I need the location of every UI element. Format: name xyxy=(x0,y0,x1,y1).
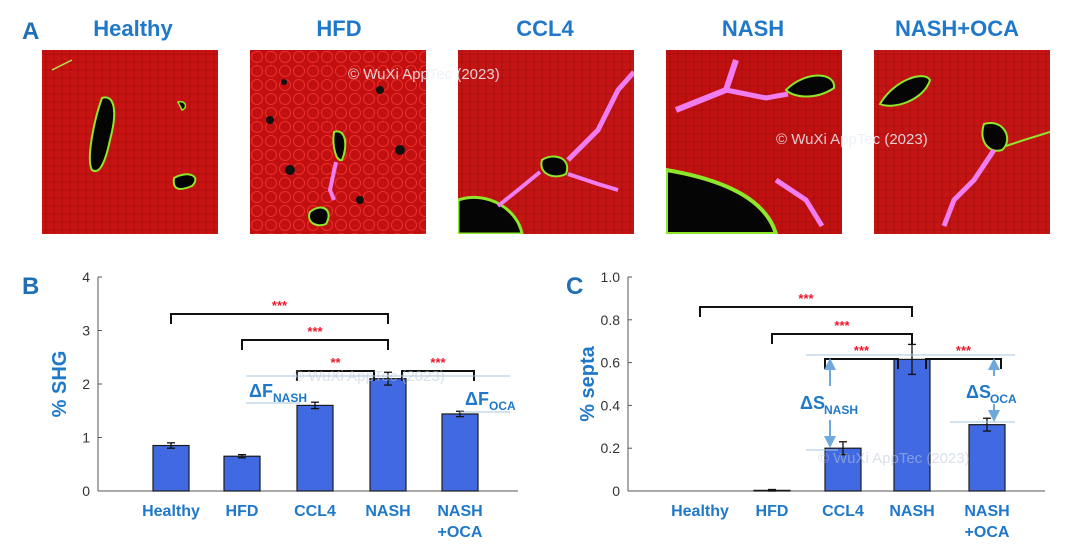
significance-label: ** xyxy=(330,355,341,370)
x-tick-label: NASH xyxy=(889,503,934,520)
significance-bracket xyxy=(925,358,1002,369)
significance-bracket xyxy=(699,306,913,317)
bar xyxy=(296,404,334,492)
panel-letter: C xyxy=(566,273,583,300)
bar xyxy=(223,455,261,492)
x-tick-label: Healthy xyxy=(142,503,200,520)
x-tick-label: HFD xyxy=(226,503,259,520)
y-tick-label: 1 xyxy=(82,430,90,446)
x-tick-label: CCL4 xyxy=(294,503,336,520)
bar xyxy=(893,358,931,492)
significance-bracket xyxy=(771,333,913,344)
micrograph-ccl4 xyxy=(458,50,634,234)
title-healthy: Healthy xyxy=(93,16,173,41)
title-nash: NASH xyxy=(721,16,785,41)
y-tick-label: 3 xyxy=(82,323,90,339)
title-nash-oca: NASH+OCA xyxy=(894,16,1020,41)
significance-label: *** xyxy=(430,355,446,370)
panel-a-letter: A xyxy=(22,18,40,45)
bar xyxy=(369,378,407,492)
delta-label: ΔS xyxy=(966,382,991,402)
significance-label: *** xyxy=(956,343,972,358)
significance-label: *** xyxy=(798,291,814,306)
y-tick-label: 0 xyxy=(612,483,620,499)
delta-arrowhead xyxy=(988,358,1000,370)
delta-label: ΔF xyxy=(465,389,489,409)
y-tick-label: 0 xyxy=(82,483,90,499)
significance-bracket xyxy=(241,339,389,350)
y-tick-label: 0.6 xyxy=(601,355,621,371)
significance-label: *** xyxy=(834,318,850,333)
x-tick-label: +OCA xyxy=(438,524,483,541)
chart-c: C 0 0.2 0.4 0.6 0.8 1.0 % septa Healthy HFD CCL4 NA… xyxy=(566,269,1045,541)
panel-letter: B xyxy=(22,273,39,300)
micrograph-nash-oca xyxy=(874,50,1050,234)
y-axis-label: % septa xyxy=(577,345,599,421)
delta-label: ΔF xyxy=(249,381,273,401)
bar xyxy=(824,447,862,492)
micrograph-hfd xyxy=(250,50,426,234)
x-tick-label: NASH xyxy=(365,503,410,520)
delta-label: ΔS xyxy=(800,393,825,413)
y-axis-label: % SHG xyxy=(49,351,71,418)
delta-subscript: OCA xyxy=(990,392,1017,406)
bar xyxy=(152,444,190,492)
delta-subscript: NASH xyxy=(273,391,307,405)
micrograph-healthy xyxy=(42,50,218,234)
delta-arrowhead xyxy=(824,436,836,448)
delta-subscript: OCA xyxy=(489,399,516,413)
significance-label: *** xyxy=(272,298,288,313)
micrograph-nash xyxy=(666,50,842,234)
x-tick-label: NASH xyxy=(964,503,1009,520)
significance-label: *** xyxy=(854,343,870,358)
y-tick-label: 0.8 xyxy=(601,312,621,328)
delta-subscript: NASH xyxy=(824,403,858,417)
title-hfd: HFD xyxy=(316,16,362,41)
title-ccl4: CCL4 xyxy=(516,16,574,41)
significance-label: *** xyxy=(307,324,323,339)
y-tick-label: 0.4 xyxy=(601,397,621,413)
delta-arrowhead xyxy=(824,358,836,370)
x-tick-label: HFD xyxy=(756,503,789,520)
significance-bracket xyxy=(824,358,899,369)
x-tick-label: Healthy xyxy=(671,503,729,520)
bar xyxy=(441,413,479,492)
delta-arrowhead xyxy=(988,410,1000,422)
y-tick-label: 2 xyxy=(82,376,90,392)
x-tick-label: NASH xyxy=(437,503,482,520)
y-tick-label: 0.2 xyxy=(601,440,621,456)
significance-bracket xyxy=(170,313,389,324)
x-tick-label: +OCA xyxy=(965,524,1010,541)
x-tick-label: CCL4 xyxy=(822,503,864,520)
bar xyxy=(968,424,1006,492)
y-tick-label: 4 xyxy=(82,269,90,285)
y-tick-label: 1.0 xyxy=(601,269,621,285)
